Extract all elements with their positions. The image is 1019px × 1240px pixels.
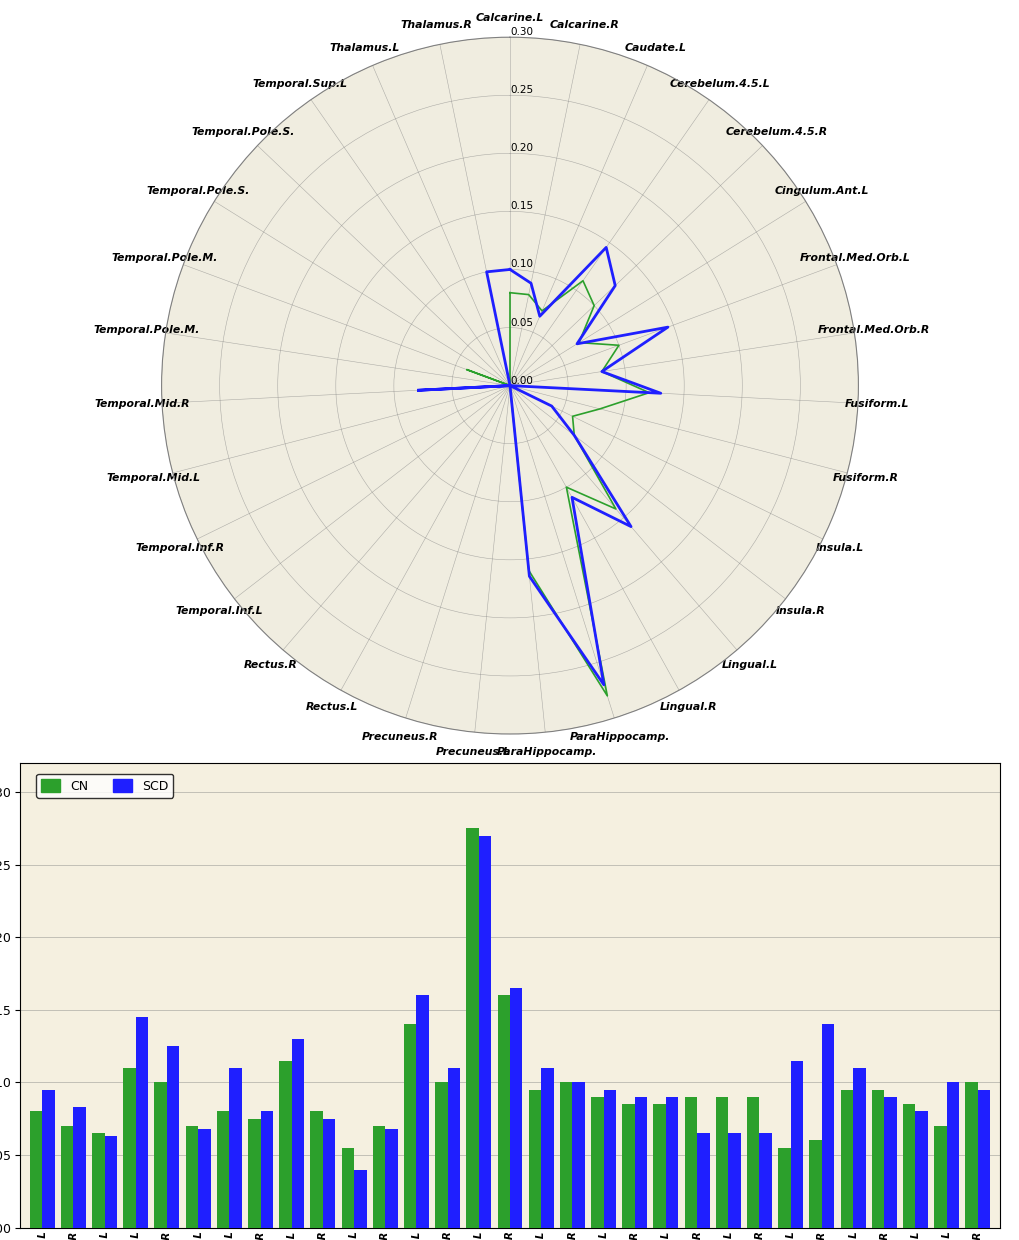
- Bar: [123, 1068, 136, 1228]
- Bar: [572, 1083, 584, 1228]
- Bar: [341, 1148, 354, 1228]
- Bar: [790, 1060, 802, 1228]
- Bar: [933, 1126, 946, 1228]
- Bar: [840, 1090, 852, 1228]
- Bar: [653, 1104, 665, 1228]
- Bar: [541, 1068, 553, 1228]
- Bar: [603, 1090, 615, 1228]
- Bar: [634, 1097, 647, 1228]
- Bar: [291, 1039, 304, 1228]
- Bar: [260, 1111, 273, 1228]
- Bar: [385, 1128, 397, 1228]
- Bar: [977, 1090, 989, 1228]
- Bar: [821, 1024, 834, 1228]
- Bar: [136, 1017, 148, 1228]
- Bar: [622, 1104, 634, 1228]
- Bar: [92, 1133, 105, 1228]
- Bar: [229, 1068, 242, 1228]
- Bar: [696, 1133, 709, 1228]
- Bar: [715, 1097, 728, 1228]
- Legend: CN, SCD: CN, SCD: [980, 0, 1019, 6]
- Bar: [871, 1090, 883, 1228]
- Bar: [248, 1118, 260, 1228]
- Bar: [447, 1068, 460, 1228]
- Bar: [416, 996, 429, 1228]
- Bar: [105, 1136, 117, 1228]
- Bar: [809, 1141, 821, 1228]
- Bar: [404, 1024, 416, 1228]
- Bar: [73, 1107, 86, 1228]
- Bar: [30, 1111, 42, 1228]
- Bar: [902, 1104, 914, 1228]
- Bar: [510, 988, 522, 1228]
- Bar: [154, 1083, 167, 1228]
- Bar: [279, 1060, 291, 1228]
- Bar: [42, 1090, 55, 1228]
- Bar: [759, 1133, 771, 1228]
- Bar: [167, 1047, 179, 1228]
- Bar: [665, 1097, 678, 1228]
- Bar: [323, 1118, 335, 1228]
- Bar: [777, 1148, 790, 1228]
- Bar: [497, 996, 510, 1228]
- Bar: [964, 1083, 977, 1228]
- Bar: [478, 836, 491, 1228]
- Bar: [435, 1083, 447, 1228]
- Bar: [528, 1090, 541, 1228]
- Bar: [883, 1097, 896, 1228]
- Bar: [728, 1133, 740, 1228]
- Bar: [746, 1097, 759, 1228]
- Bar: [217, 1111, 229, 1228]
- Bar: [684, 1097, 696, 1228]
- Bar: [310, 1111, 323, 1228]
- Bar: [61, 1126, 73, 1228]
- Bar: [198, 1128, 210, 1228]
- Legend: CN, SCD: CN, SCD: [37, 774, 173, 797]
- Bar: [559, 1083, 572, 1228]
- Bar: [946, 1083, 958, 1228]
- Bar: [914, 1111, 927, 1228]
- Bar: [590, 1097, 603, 1228]
- Bar: [466, 828, 478, 1228]
- Bar: [185, 1126, 198, 1228]
- Bar: [354, 1169, 366, 1228]
- Bar: [852, 1068, 865, 1228]
- Bar: [372, 1126, 385, 1228]
